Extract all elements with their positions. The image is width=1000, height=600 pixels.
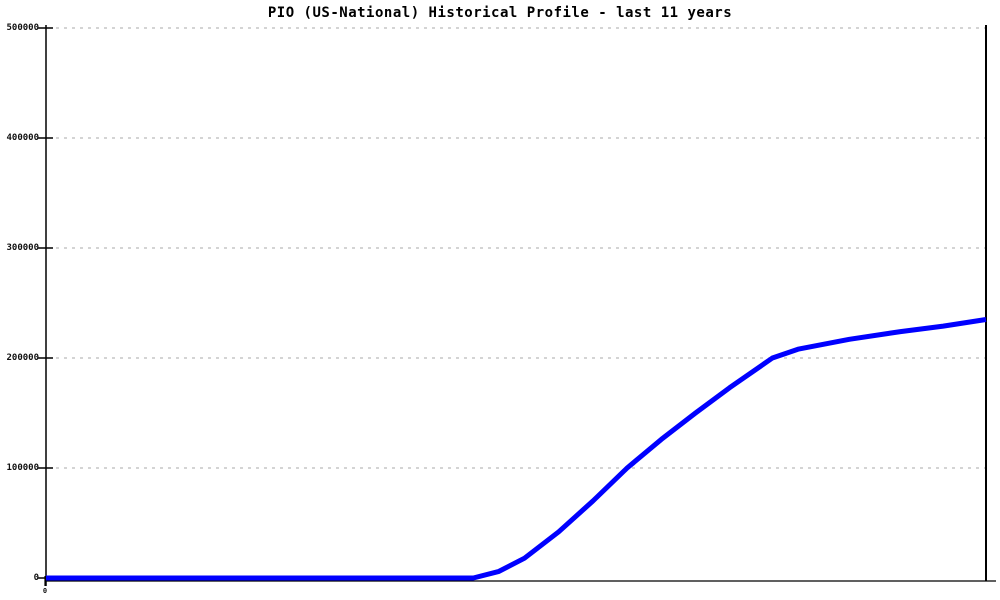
y-tick-label: 400000 — [6, 133, 39, 143]
y-tick-label: 200000 — [6, 353, 39, 363]
y-tick-label: 300000 — [6, 243, 39, 253]
y-tick-label: 0 — [33, 573, 39, 583]
x-tick-label: 0 — [42, 587, 48, 595]
data-series-line — [46, 317, 987, 581]
y-tick-label: 100000 — [6, 463, 39, 473]
y-tick-label: 500000 — [6, 23, 39, 33]
chart-title: PIO (US-National) Historical Profile - l… — [267, 5, 733, 21]
